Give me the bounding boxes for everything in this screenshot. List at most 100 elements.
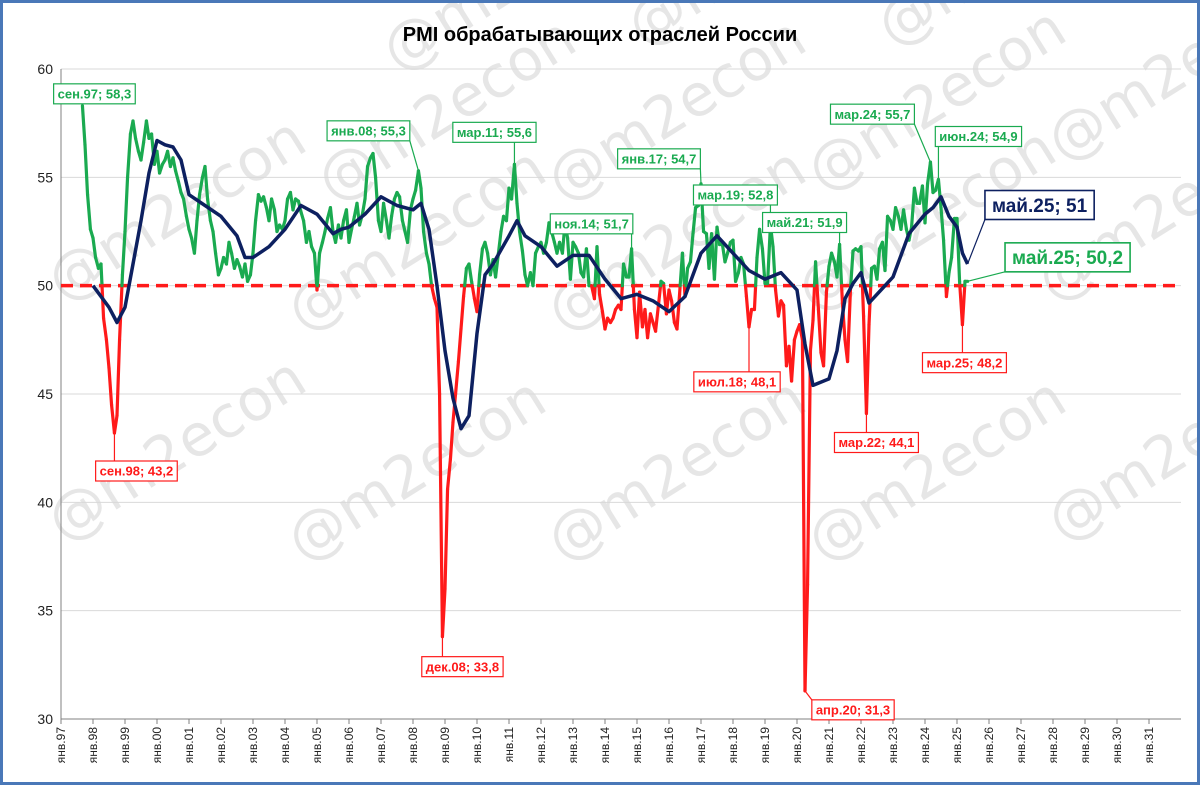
annotation: янв.08; 55,3: [326, 120, 420, 171]
pmi-segment-above: [400, 219, 407, 234]
pmi-segment-below: [435, 305, 442, 396]
x-tick-label: янв.29: [1078, 727, 1092, 764]
pmi-segment-below: [443, 487, 450, 591]
annotation-box: [829, 103, 916, 125]
pmi-segment-below: [743, 284, 749, 299]
pmi-segment-below: [440, 587, 447, 639]
pmi-segment-below: [811, 284, 817, 322]
x-tick-label: янв.00: [150, 727, 164, 764]
pmi-segment-below: [747, 307, 754, 329]
pmi-segment-above: [688, 232, 695, 264]
x-tick-label: янв.01: [182, 727, 196, 764]
y-tick-label: 40: [37, 494, 53, 510]
pmi-segment-above: [184, 214, 191, 231]
annotation: мар.25; 48,2: [921, 324, 1008, 374]
annotation: май.21; 51,9: [761, 211, 848, 245]
annotation-box: [761, 211, 848, 234]
annotation-leader: [699, 168, 702, 184]
annotation-leader: [804, 690, 813, 701]
annotation: ноя.14; 51,7: [549, 213, 634, 249]
x-tick-label: янв.15: [630, 727, 644, 764]
annotation-box: [693, 371, 781, 393]
annotation-box: [1004, 242, 1131, 273]
pmi-segment-above: [176, 180, 183, 195]
pmi-segment-below: [445, 457, 453, 491]
pmi-segment-above: [315, 251, 322, 288]
x-tick-label: янв.97: [54, 727, 68, 764]
pmi-segment-above: [99, 262, 104, 288]
pmi-segment-below: [821, 290, 829, 368]
annotation-box: [692, 184, 779, 206]
pmi-segment-above: [463, 266, 469, 288]
pmi-segment-below: [597, 292, 605, 314]
pmi-segment-above: [731, 238, 738, 283]
pmi-segment-below: [800, 338, 807, 693]
pmi-segment-above: [181, 197, 189, 218]
pmi-segment-above: [684, 266, 690, 288]
pmi-segment-below: [808, 318, 815, 353]
pmi-segment-above: [192, 219, 199, 255]
pmi-segment-above: [283, 197, 290, 223]
x-tick-label: янв.13: [566, 727, 580, 764]
pmi-segment-above: [91, 236, 98, 260]
pmi-segment-above: [483, 240, 490, 255]
annotation-box: [984, 189, 1095, 221]
pmi-segment-above: [208, 219, 215, 234]
pmi-segment-above: [371, 151, 378, 179]
pmi-segment-below: [459, 294, 466, 331]
pmi-segment-below: [944, 284, 950, 299]
pmi-segment-below: [805, 349, 813, 587]
pmi-segment-above: [477, 273, 482, 288]
pmi-segment-above: [320, 229, 327, 244]
pmi-segment-above: [517, 229, 525, 253]
pmi-segment-above: [397, 195, 405, 223]
annotation-leader: [409, 140, 420, 171]
annotation-box: [617, 148, 701, 170]
x-tick-label: янв.14: [598, 727, 612, 764]
x-tick-label: янв.19: [758, 727, 772, 764]
annotation-label: сен.98; 43,2: [100, 464, 174, 479]
pmi-segment-above: [253, 193, 261, 223]
x-tick-label: янв.30: [1110, 727, 1124, 764]
x-tick-label: янв.02: [214, 727, 228, 764]
pmi-segment-above: [499, 214, 506, 234]
series-layer: [80, 104, 970, 693]
annotation: мар.24; 55,7: [829, 103, 931, 163]
pmi-segment-below: [101, 316, 109, 342]
pmi-segment-above: [504, 186, 511, 223]
pmi-segment-above: [269, 197, 277, 212]
pmi-segment-below: [752, 284, 758, 312]
annotation-label: ноя.14; 51,7: [554, 217, 629, 232]
y-tick-label: 35: [37, 603, 53, 619]
pmi-segment-below: [448, 420, 455, 461]
pmi-segment-above: [171, 156, 178, 173]
pmi-segment-above: [291, 197, 298, 212]
pmi-segment-above: [307, 229, 314, 249]
pmi-segment-above: [928, 160, 935, 195]
pmi-segment-above: [869, 266, 874, 288]
annotation: май.25; 50,2: [967, 242, 1131, 282]
pmi-segment-above: [427, 262, 434, 288]
annotation-box: [921, 352, 1008, 374]
x-tick-label: янв.03: [246, 727, 260, 764]
x-tick-label: янв.07: [374, 727, 388, 764]
pmi-segment-below: [867, 284, 873, 327]
annotation: апр.20; 31,3: [804, 690, 895, 721]
watermark-text: @m2econ: [274, 363, 557, 575]
x-tick-label: янв.04: [278, 727, 292, 764]
annotation-label: май.25; 51: [992, 196, 1088, 217]
annotation-box: [549, 213, 634, 235]
pmi-chart: @m2econ@m2econ@m2econ@m2econ@m2econ@m2ec…: [34, 3, 1197, 764]
annotation-label: апр.20; 31,3: [816, 703, 890, 718]
pmi-segment-below: [475, 284, 481, 314]
pmi-segment-above: [328, 206, 335, 234]
pmi-segment-above: [416, 169, 423, 190]
pmi-segment-below: [461, 284, 467, 299]
pmi-segment-above: [139, 141, 146, 162]
pmi-segment-below: [653, 303, 661, 333]
x-tick-label: янв.27: [1014, 727, 1028, 764]
y-tick-label: 60: [37, 61, 53, 77]
pmi-segment-above: [123, 175, 130, 234]
x-tick-label: янв.16: [662, 727, 676, 764]
pmi-segment-above: [120, 229, 127, 277]
